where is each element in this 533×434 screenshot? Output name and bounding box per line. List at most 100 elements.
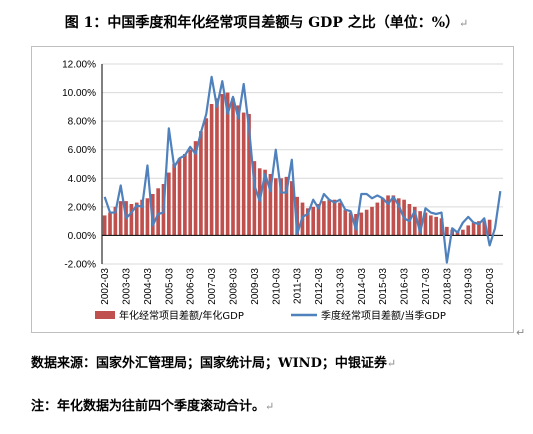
bar-series bbox=[102, 92, 492, 236]
bar bbox=[284, 176, 289, 236]
bar bbox=[241, 112, 246, 236]
bar bbox=[199, 131, 203, 236]
x-tick-labels: 2002-03 2003-03 2004-03 2005-03 2006-03 2007-… bbox=[100, 268, 496, 305]
x-tick-label: 2007-03 bbox=[207, 268, 218, 305]
bar bbox=[380, 198, 385, 236]
bar bbox=[343, 209, 348, 236]
source-text: 数据来源：国家外汇管理局；国家统计局；WIND；中银证券↵ bbox=[31, 356, 397, 371]
legend-bar-label: 年化经常项目差额/年化GDP bbox=[119, 309, 244, 322]
x-tick-label: 2020-03 bbox=[485, 268, 496, 305]
chart-paragraph-mark: ↵ bbox=[516, 326, 526, 339]
y-tick-label: 8.00% bbox=[68, 117, 96, 128]
y-tick-label: 12.00% bbox=[62, 60, 96, 71]
bar bbox=[145, 198, 150, 236]
bar bbox=[428, 215, 433, 236]
bar bbox=[193, 141, 198, 236]
bar bbox=[471, 222, 476, 236]
bar bbox=[412, 206, 417, 236]
x-tick-label: 2009-03 bbox=[250, 268, 261, 305]
bar bbox=[311, 206, 316, 236]
x-tick-label: 2002-03 bbox=[100, 268, 111, 305]
x-tick-label: 2003-03 bbox=[122, 268, 133, 305]
bar bbox=[188, 149, 193, 236]
bar bbox=[113, 206, 118, 236]
y-tick-label: 0.00% bbox=[68, 231, 96, 242]
bar bbox=[273, 178, 278, 236]
y-tick-label: -2.00% bbox=[64, 260, 96, 271]
x-tick-label: 2011-03 bbox=[293, 268, 304, 304]
bar bbox=[263, 169, 267, 236]
bar bbox=[338, 202, 342, 236]
bar bbox=[183, 154, 187, 236]
x-tick-label: 2004-03 bbox=[143, 268, 154, 305]
x-tick-label: 2016-03 bbox=[400, 268, 411, 305]
x-tick-label: 2008-03 bbox=[228, 268, 239, 305]
bar bbox=[461, 229, 465, 236]
bar bbox=[359, 212, 364, 236]
y-tick-label: 2.00% bbox=[68, 202, 96, 213]
x-tick-label: 2012-03 bbox=[314, 268, 325, 305]
bar bbox=[332, 199, 337, 236]
bar bbox=[316, 204, 321, 236]
bar bbox=[423, 212, 428, 236]
legend-bar-swatch bbox=[95, 311, 115, 319]
x-tick-label: 2017-03 bbox=[421, 268, 432, 305]
bar bbox=[225, 92, 230, 236]
bar bbox=[118, 201, 123, 236]
x-tick-label: 2005-03 bbox=[164, 268, 175, 305]
bar bbox=[418, 211, 422, 236]
bar bbox=[140, 199, 144, 236]
chart-area: -2.00% 0.00% 2.00% 4.00% 6.00% 8.00% 10.00% 12.… bbox=[31, 46, 514, 333]
bar bbox=[327, 199, 332, 236]
y-tick-label: 6.00% bbox=[68, 145, 96, 156]
bar bbox=[386, 195, 390, 236]
quarterly-line bbox=[103, 75, 502, 264]
legend: 年化经常项目差额/年化GDP 季度经常项目差额/当季GDP bbox=[95, 309, 446, 322]
bar bbox=[391, 195, 396, 236]
paragraph-mark: ↵ bbox=[265, 400, 275, 413]
bar bbox=[295, 196, 299, 236]
y-tick-labels: -2.00% 0.00% 2.00% 4.00% 6.00% 8.00% 10.00% 12.… bbox=[62, 60, 96, 271]
bar bbox=[231, 98, 235, 236]
y-tick-label: 10.00% bbox=[62, 88, 96, 99]
bar bbox=[370, 206, 374, 236]
bar bbox=[172, 164, 177, 236]
bar bbox=[364, 209, 369, 236]
bar bbox=[268, 174, 273, 236]
bar bbox=[204, 118, 209, 236]
bar bbox=[167, 172, 171, 236]
bar bbox=[177, 158, 182, 236]
x-tick-label: 2013-03 bbox=[335, 268, 346, 305]
bar bbox=[477, 221, 481, 236]
y-tick-label: 4.00% bbox=[68, 174, 96, 185]
note-text: 注：年化数据为往前四个季度滚动合计。↵ bbox=[31, 399, 275, 414]
bar bbox=[209, 104, 214, 236]
bar bbox=[396, 198, 401, 236]
x-tick-label: 2006-03 bbox=[186, 268, 197, 305]
bar bbox=[102, 215, 107, 236]
bar bbox=[289, 181, 294, 236]
bar bbox=[247, 114, 251, 236]
bar bbox=[482, 221, 487, 236]
x-tick-label: 2010-03 bbox=[271, 268, 282, 305]
bar bbox=[445, 226, 449, 236]
x-tick-label: 2018-03 bbox=[442, 268, 453, 305]
paragraph-mark: ↵ bbox=[459, 17, 469, 30]
bar bbox=[236, 105, 241, 236]
bar bbox=[487, 219, 492, 236]
bar bbox=[306, 208, 310, 236]
bar bbox=[434, 216, 438, 236]
x-tick-label: 2014-03 bbox=[357, 268, 368, 305]
bar bbox=[129, 204, 134, 236]
bar bbox=[108, 212, 112, 236]
bar bbox=[220, 94, 225, 236]
bar bbox=[466, 225, 471, 236]
bar bbox=[375, 202, 380, 236]
paragraph-mark: ↵ bbox=[386, 357, 397, 370]
bar bbox=[156, 188, 160, 236]
chart-svg: -2.00% 0.00% 2.00% 4.00% 6.00% 8.00% 10.00% 12.… bbox=[62, 60, 503, 322]
x-tick-label: 2019-03 bbox=[464, 268, 475, 305]
bar bbox=[252, 161, 257, 236]
bar bbox=[439, 218, 444, 236]
bar bbox=[279, 178, 283, 236]
